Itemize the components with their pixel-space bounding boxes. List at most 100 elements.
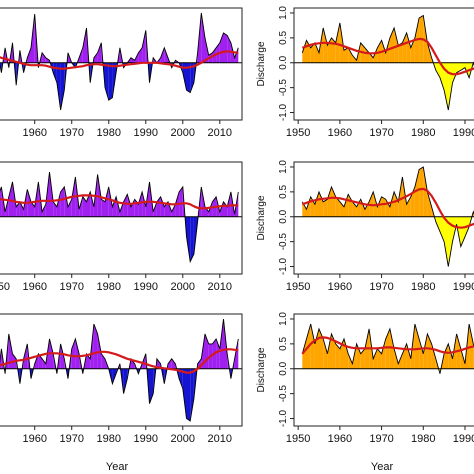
x-tick-label-1970: 1970	[59, 127, 83, 139]
positive-area-1967	[369, 52, 374, 63]
y-tick-label--0.5: -0.5	[278, 385, 289, 403]
smooth-trend-line	[0, 348, 239, 374]
positive-area-2006	[205, 206, 209, 217]
positive-area-1994	[160, 196, 165, 217]
positive-area-1968	[373, 47, 378, 63]
positive-area-1976	[93, 52, 98, 63]
y-tick-label-1.0: 1.0	[278, 6, 289, 20]
positive-area-1963	[45, 57, 50, 63]
positive-area-1967	[60, 186, 65, 217]
x-tick-label-1990: 1990	[453, 281, 474, 293]
smooth-trend-line	[301, 187, 474, 229]
x-tick-label-1980: 1980	[411, 433, 435, 445]
positive-area-1989	[142, 191, 146, 217]
positive-area-1977	[97, 42, 102, 63]
y-axis-title: Discharge	[256, 347, 267, 392]
positive-area-1955	[319, 191, 324, 217]
positive-area-1968	[64, 186, 68, 217]
positive-area-1999	[179, 186, 183, 217]
negative-area-1989	[460, 62, 465, 71]
negative-area-1983	[435, 62, 440, 78]
positive-area-1986	[448, 343, 453, 369]
positive-area-1974	[398, 176, 403, 217]
negative-area-1975	[90, 62, 94, 83]
plot-area	[294, 14, 474, 111]
positive-area-1960	[339, 22, 344, 63]
positive-area-1974	[86, 191, 91, 217]
positive-area-1981	[427, 333, 432, 369]
positive-area-1960	[339, 201, 344, 217]
negative-area-1984	[123, 368, 128, 394]
x-tick-label-1990: 1990	[134, 433, 158, 445]
positive-area-1958	[331, 333, 336, 369]
smooth-trend-line	[0, 50, 239, 70]
positive-area-1970	[381, 338, 386, 369]
y-tick-label-0.0: 0.0	[278, 209, 289, 223]
positive-area-2012	[227, 35, 231, 63]
x-tick-label-2000: 2000	[171, 433, 195, 445]
positive-area-1959	[31, 201, 35, 217]
positive-area-2010	[219, 319, 224, 369]
positive-area-1959	[335, 196, 340, 217]
positive-area-1969	[68, 199, 72, 217]
panel-bottom-left: 1960 1970 1980 1990 2000 2010 Year	[0, 313, 243, 473]
positive-area-1957	[327, 333, 332, 369]
positive-area-1955	[16, 201, 20, 217]
positive-area-1962	[42, 52, 46, 63]
x-tick-label-1960: 1960	[328, 127, 352, 139]
y-axis-title: Discharge	[256, 195, 267, 240]
negative-area-2001	[186, 62, 191, 93]
positive-area-1977	[97, 174, 102, 217]
positive-area-1996	[168, 358, 172, 369]
positive-area-1989	[142, 30, 146, 63]
positive-area-1980	[423, 333, 428, 369]
x-tick-label-2000: 2000	[171, 127, 195, 139]
positive-area-1977	[410, 37, 415, 63]
x-tick-label-1960: 1960	[22, 127, 46, 139]
anomaly-line	[0, 318, 239, 422]
positive-area-1980	[423, 167, 428, 217]
x-tick-label-2000: 2000	[171, 281, 195, 293]
plot-area	[294, 166, 474, 267]
positive-area-1997	[171, 204, 176, 217]
plot-frame	[293, 161, 474, 275]
y-tick-label-1.0: 1.0	[278, 160, 289, 174]
negative-area-1988	[456, 62, 461, 73]
positive-area-1975	[90, 191, 94, 217]
plot-frame	[0, 161, 243, 275]
x-tick-label-2010: 2010	[208, 281, 232, 293]
positive-area-1959	[335, 22, 340, 63]
negative-area-1957	[23, 62, 27, 73]
positive-area-1976	[406, 32, 411, 63]
positive-area-1951	[302, 201, 307, 217]
plot-frame	[0, 313, 243, 427]
smooth-trend-line	[301, 336, 474, 355]
x-tick-label-1950: 1950	[0, 281, 10, 293]
negative-area-1999	[179, 368, 183, 389]
positive-area-1957	[327, 186, 332, 217]
x-tick-label-1960: 1960	[328, 433, 352, 445]
positive-area-1956	[323, 27, 328, 63]
positive-area-1972	[389, 27, 395, 63]
positive-area-1985	[444, 343, 449, 369]
positive-area-1973	[82, 27, 87, 63]
plot-area	[0, 12, 242, 111]
y-tick-label-0.0: 0.0	[278, 361, 289, 375]
positive-area-1964	[49, 172, 54, 217]
y-tick-label-0.5: 0.5	[278, 184, 289, 198]
panel-bottom-right: 1950 1960 1970 1980 1990 -1.0 -0.5 0.0 0.5 1.0 Dis…	[256, 312, 474, 473]
positive-area-1966	[56, 191, 61, 217]
positive-area-1962	[348, 353, 353, 369]
positive-area-1956	[323, 338, 328, 369]
positive-area-1974	[398, 353, 403, 369]
positive-area-1967	[60, 343, 65, 369]
positive-area-1986	[131, 199, 135, 217]
x-tick-label-1950: 1950	[286, 433, 310, 445]
positive-area-1953	[8, 333, 13, 369]
positive-area-2011	[223, 32, 228, 63]
positive-area-1953	[310, 324, 315, 369]
negative-area-2001	[186, 216, 191, 262]
negative-area-1966	[56, 62, 61, 110]
positive-area-1979	[419, 167, 424, 217]
